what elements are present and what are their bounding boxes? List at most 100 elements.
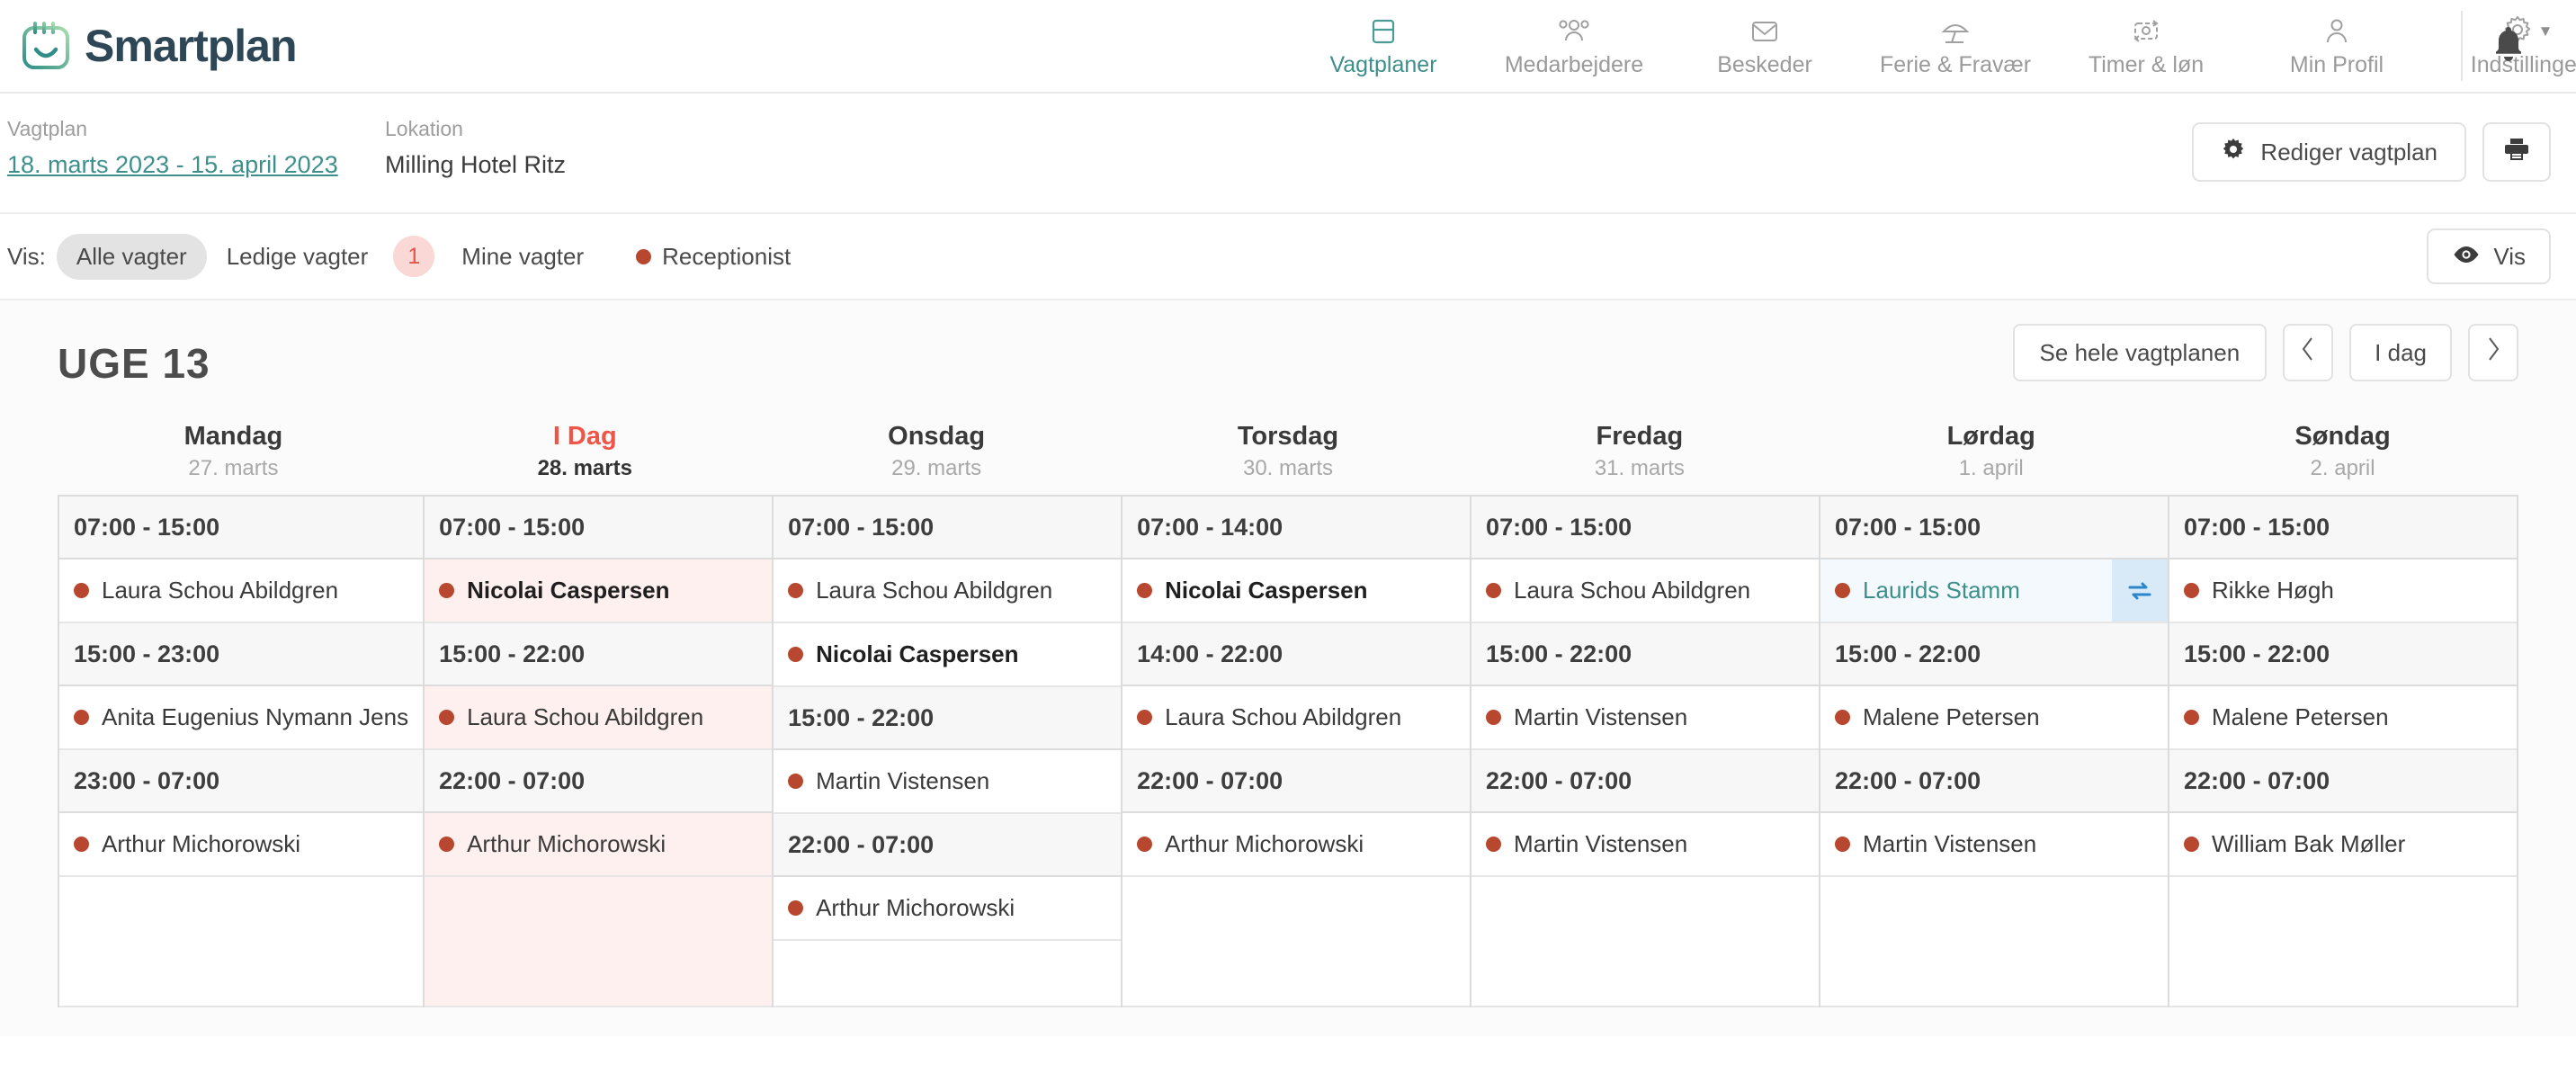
nav-item-vagtplaner[interactable]: Vagtplaner [1288, 0, 1479, 92]
day-date: 1. april [1958, 456, 2024, 480]
print-button[interactable] [2482, 122, 2551, 182]
notifications-button[interactable] [2468, 0, 2549, 92]
employee-name: Arthur Michorowski [467, 830, 666, 857]
role-color-dot-icon [636, 248, 652, 264]
day-column: 07:00 - 15:00 Nicolai Caspersen 15:00 - 22… [425, 497, 774, 1007]
location-label: Lokation [385, 117, 463, 140]
shift-time-cell: 07:00 - 14:00 [1123, 497, 1471, 559]
role-color-dot-icon [439, 837, 455, 852]
shift-assignment-row[interactable]: Martin Vistensen [774, 750, 1122, 814]
role-color-dot-icon [74, 710, 89, 725]
shift-time-cell: 15:00 - 22:00 [774, 687, 1122, 750]
nav-label: Timer & løn [2088, 52, 2205, 77]
employee-name: Arthur Michorowski [1165, 830, 1364, 857]
shift-assignment-row[interactable]: Arthur Michorowski [59, 813, 424, 877]
shift-time-cell: 22:00 - 07:00 [425, 750, 773, 813]
day-column: 07:00 - 15:00 Laura Schou Abildgren 15:00 … [59, 497, 425, 1007]
day-column: 07:00 - 15:00 Rikke Høgh 15:00 - 22:00 Male… [2169, 497, 2518, 1007]
schedule-label: Vagtplan [7, 117, 88, 140]
day-headers: Mandag 27. marts I Dag 28. marts Onsdag … [58, 421, 2518, 495]
shift-assignment-row[interactable]: Laura Schou Abildgren [425, 686, 773, 750]
edit-schedule-button[interactable]: Rediger vagtplan [2192, 122, 2466, 182]
day-column: 07:00 - 15:00 Laurids Stamm 15:00 - 22:00 M… [1820, 497, 2170, 1007]
brand-name: Smartplan [85, 21, 298, 71]
role-color-dot-icon [439, 583, 455, 598]
day-column: 07:00 - 15:00 Laura Schou Abildgren 15:00 … [1471, 497, 1821, 1007]
day-date: 29. marts [891, 456, 982, 480]
day-name: Fredag [1596, 422, 1684, 451]
gear-icon [2221, 137, 2246, 168]
shift-assignment-row[interactable]: Martin Vistensen [1471, 686, 1820, 750]
empty-shift-slot[interactable] [1820, 877, 2169, 1007]
shift-assignment-row[interactable]: Laura Schou Abildgren [1471, 559, 1820, 623]
employee-name: Laura Schou Abildgren [1514, 577, 1751, 604]
swap-arrows-icon[interactable] [2112, 559, 2169, 622]
day-header-fredag: Fredag 31. marts [1463, 421, 1815, 495]
schedule-date-range-link[interactable]: 18. marts 2023 - 15. april 2023 [7, 151, 338, 178]
nav-item-min-profil[interactable]: Min Profil [2241, 0, 2432, 92]
filter-chip-alle-vagter[interactable]: Alle vagter [56, 233, 207, 280]
empty-shift-slot[interactable] [59, 877, 424, 1007]
nav-item-timer-loen[interactable]: Timer & løn [2051, 0, 2241, 92]
day-header-tirsdag-today: I Dag 28. marts [409, 421, 761, 495]
shift-assignment-row[interactable]: Nicolai Caspersen [774, 623, 1122, 687]
empty-shift-slot[interactable] [2169, 877, 2517, 1007]
empty-shift-slot[interactable] [1123, 877, 1471, 1007]
employee-name: Laura Schou Abildgren [816, 577, 1053, 604]
prev-week-button[interactable] [2283, 324, 2334, 381]
filter-chip-ledige-vagter[interactable]: Ledige vagter [226, 242, 369, 270]
shift-time-cell: 22:00 - 07:00 [2169, 750, 2517, 813]
vis-label: Vis: [7, 242, 46, 270]
empty-shift-slot[interactable] [774, 941, 1122, 1007]
shift-time-cell: 15:00 - 22:00 [425, 623, 773, 686]
employee-name: Rikke Høgh [2212, 577, 2334, 604]
day-header-soendag: Søndag 2. april [2167, 421, 2518, 495]
chevron-right-icon [2485, 336, 2501, 370]
role-color-dot-icon [1835, 583, 1851, 598]
filter-bar: Vis: Alle vagter Ledige vagter 1 Mine va… [0, 214, 2576, 300]
shift-assignment-row[interactable]: Arthur Michorowski [1123, 813, 1471, 877]
filter-chip-mine-vagter[interactable]: Mine vagter [461, 242, 585, 270]
shift-assignment-row[interactable]: Laura Schou Abildgren [774, 559, 1122, 623]
nav-item-beskeder[interactable]: Beskeder [1669, 0, 1860, 92]
role-color-dot-icon [74, 837, 89, 852]
calendar-toolbar: UGE 13 Se hele vagtplanen I dag [58, 300, 2518, 401]
nav-item-indstillinger[interactable]: ▼ Indstillinger [2432, 0, 2576, 92]
ledige-vagter-count-badge[interactable]: 1 [393, 236, 435, 277]
shift-assignment-row[interactable]: Martin Vistensen [1471, 813, 1820, 877]
shift-assignment-row[interactable]: Laura Schou Abildgren [1123, 686, 1471, 750]
employee-name: Malene Petersen [1863, 703, 2040, 730]
shift-assignment-row[interactable]: Nicolai Caspersen [1123, 559, 1471, 623]
shift-time-cell: 07:00 - 15:00 [425, 497, 773, 559]
shift-assignment-row[interactable]: Nicolai Caspersen [425, 559, 773, 623]
shift-assignment-row[interactable]: Arthur Michorowski [774, 877, 1122, 941]
shift-assignment-row[interactable]: Laurids Stamm [1820, 559, 2169, 623]
shift-assignment-row[interactable]: Malene Petersen [2169, 686, 2517, 750]
shift-assignment-row[interactable]: William Bak Møller [2169, 813, 2517, 877]
shift-assignment-row[interactable]: Laura Schou Abildgren [59, 559, 424, 623]
vis-button[interactable]: Vis [2427, 228, 2551, 284]
role-color-dot-icon [1486, 583, 1502, 598]
brand-logo[interactable]: Smartplan [0, 20, 298, 72]
legend-item-receptionist[interactable]: Receptionist [636, 243, 791, 271]
shift-assignment-row[interactable]: Arthur Michorowski [425, 813, 773, 877]
shift-assignment-row[interactable]: Anita Eugenius Nymann Jens [59, 686, 424, 750]
day-column: 07:00 - 15:00 Laura Schou Abildgren Nicola… [774, 497, 1123, 1007]
shift-assignment-row[interactable]: Rikke Høgh [2169, 559, 2517, 623]
employee-name: Arthur Michorowski [102, 830, 301, 857]
nav-item-ferie-fravaer[interactable]: Ferie & Fravær [1860, 0, 2051, 92]
next-week-button[interactable] [2468, 324, 2518, 381]
empty-shift-slot[interactable] [425, 877, 773, 1007]
time-cycle-icon [2129, 14, 2163, 49]
empty-shift-slot[interactable] [1471, 877, 1820, 1007]
week-title: UGE 13 [58, 340, 210, 387]
day-column: 07:00 - 14:00 Nicolai Caspersen 14:00 - 22… [1123, 497, 1472, 1007]
today-button[interactable]: I dag [2349, 324, 2452, 381]
shift-assignment-row[interactable]: Martin Vistensen [1820, 813, 2169, 877]
nav-item-medarbejdere[interactable]: Medarbejdere [1479, 0, 1669, 92]
role-color-dot-icon [74, 583, 89, 598]
see-full-schedule-button[interactable]: Se hele vagtplanen [2012, 324, 2267, 381]
role-color-dot-icon [788, 900, 804, 916]
day-header-torsdag: Torsdag 30. marts [1113, 421, 1464, 495]
shift-assignment-row[interactable]: Malene Petersen [1820, 686, 2169, 750]
